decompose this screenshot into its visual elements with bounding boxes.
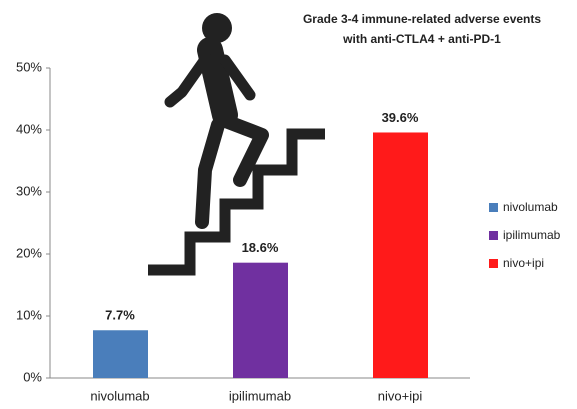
legend-label: nivolumab <box>503 200 558 214</box>
y-tick-label: 40% <box>16 121 42 136</box>
arm <box>170 58 206 102</box>
legend-swatch <box>489 231 498 240</box>
value-label: 7.7% <box>105 308 135 323</box>
x-tick-label: nivo+ipi <box>378 388 423 403</box>
leg <box>202 125 218 222</box>
bar <box>93 330 148 378</box>
bar <box>233 263 288 378</box>
legend-swatch <box>489 259 498 268</box>
x-tick-label: nivolumab <box>90 388 149 403</box>
value-label: 18.6% <box>242 240 279 255</box>
stairs-figure <box>148 134 325 270</box>
y-tick-label: 30% <box>16 183 42 198</box>
y-tick-label: 0% <box>23 369 42 384</box>
walking-person <box>170 13 262 222</box>
legend-swatch <box>489 203 498 212</box>
x-tick-label: ipilimumab <box>229 388 291 403</box>
stairs <box>148 134 325 270</box>
bar <box>373 132 428 378</box>
y-tick-label: 10% <box>16 307 42 322</box>
y-tick-label: 50% <box>16 59 42 74</box>
y-tick-label: 20% <box>16 245 42 260</box>
legend-label: ipilimumab <box>503 228 561 242</box>
chart: Grade 3-4 immune-related adverse events … <box>0 0 577 409</box>
value-label: 39.6% <box>382 110 419 125</box>
chart-title: with anti-CTLA4 + anti-PD-1 <box>342 32 501 46</box>
legend-label: nivo+ipi <box>503 256 544 270</box>
chart-title: Grade 3-4 immune-related adverse events <box>303 12 541 26</box>
